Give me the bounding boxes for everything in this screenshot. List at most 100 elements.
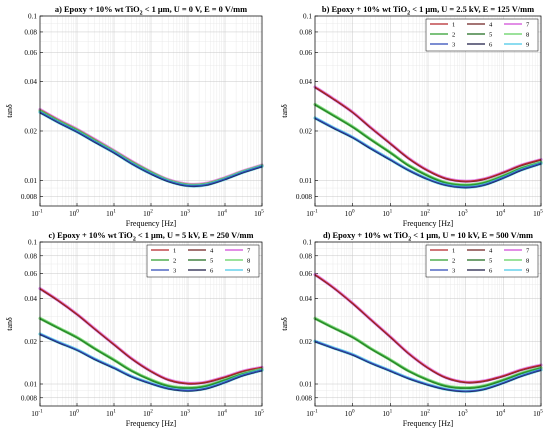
- x-tick-exponent: 3: [187, 209, 190, 215]
- x-tick-label: 105: [533, 409, 543, 419]
- legend-label-4: 4: [489, 248, 493, 255]
- x-tick-exponent: 4: [224, 209, 227, 215]
- series-line-dark: [314, 318, 542, 389]
- x-tick-base: 10: [306, 410, 314, 418]
- x-tick-base: 10: [345, 210, 353, 218]
- x-tick-exponent: 5: [540, 409, 543, 415]
- y-tick-label: 0.06: [299, 270, 312, 278]
- x-tick-base: 10: [69, 210, 77, 218]
- y-tick-label: 0.02: [24, 338, 37, 346]
- series-band-3: [38, 332, 264, 393]
- x-tick-base: 10: [180, 410, 188, 418]
- chart-panel-c: 10-1 100 101 102 103 104 1050.0080.010.020.040…: [5, 231, 264, 428]
- series-line: [314, 273, 542, 384]
- series-line: [39, 111, 263, 187]
- x-tick-label: 102: [420, 209, 430, 219]
- x-axis-label: Frequency [Hz]: [403, 419, 454, 428]
- chart-title-suffix: < 1 μm, U = 5 kV, E = 250 V/mm: [136, 231, 254, 240]
- legend-label-3: 3: [452, 268, 456, 275]
- legend-label-8: 8: [526, 32, 530, 39]
- chart-title-suffix: < 1 μm, U = 2.5 kV, E = 125 V/mm: [410, 5, 534, 14]
- x-tick-base: 10: [217, 410, 225, 418]
- y-tick-label: 0.01: [24, 381, 37, 389]
- x-tick-label: 100: [345, 209, 355, 219]
- chart-title-subscript: 2: [408, 237, 411, 243]
- x-tick-base: 10: [495, 410, 503, 418]
- y-tick-label: 0.008: [296, 193, 313, 201]
- x-tick-exponent: -1: [38, 409, 43, 415]
- x-tick-base: 10: [533, 410, 541, 418]
- series-band-1: [313, 272, 543, 384]
- x-tick-base: 10: [143, 410, 151, 418]
- legend-label-7: 7: [247, 248, 251, 255]
- x-tick-label: 104: [495, 209, 505, 219]
- series-band-3: [313, 339, 543, 393]
- x-tick-label: 100: [345, 409, 355, 419]
- series-line-dark: [314, 341, 542, 393]
- chart-title: b) Epoxy + 10% wt TiO2 < 1 μm, U = 2.5 k…: [322, 5, 534, 17]
- x-tick-exponent: 4: [503, 409, 506, 415]
- x-tick-label: 10-1: [306, 209, 318, 219]
- legend-label-5: 5: [489, 32, 493, 39]
- legend-label-3: 3: [452, 42, 456, 49]
- legend: 1 2 3 4 5 6 7 8 9: [425, 244, 539, 278]
- x-tick-label: 101: [106, 209, 116, 219]
- y-tick-label: 0.08: [24, 28, 37, 36]
- x-tick-exponent: 4: [224, 409, 227, 415]
- series-line: [314, 340, 542, 392]
- x-tick-base: 10: [106, 210, 114, 218]
- legend-label-8: 8: [247, 258, 251, 265]
- x-tick-base: 10: [31, 410, 39, 418]
- x-tick-exponent: 4: [503, 209, 506, 215]
- x-tick-label: 104: [217, 209, 227, 219]
- x-tick-exponent: -1: [313, 209, 318, 215]
- chart-title: d) Epoxy + 10% wt TiO2 < 1 μm, U = 10 kV…: [323, 231, 533, 243]
- series-line-dark: [39, 334, 263, 392]
- legend-label-2: 2: [173, 258, 176, 265]
- x-axis-label: Frequency [Hz]: [126, 219, 177, 228]
- x-tick-label: 102: [143, 409, 153, 419]
- x-tick-exponent: -1: [38, 209, 43, 215]
- y-axis-label: tanδ: [5, 104, 14, 118]
- legend-label-1: 1: [173, 248, 176, 255]
- x-tick-base: 10: [180, 210, 188, 218]
- x-tick-exponent: 0: [76, 409, 79, 415]
- y-tick-label: 0.04: [299, 78, 312, 86]
- x-tick-label: 103: [458, 409, 468, 419]
- x-tick-base: 10: [31, 210, 39, 218]
- x-tick-exponent: 3: [465, 209, 468, 215]
- legend-label-2: 2: [452, 32, 455, 39]
- legend-label-9: 9: [247, 268, 251, 275]
- x-tick-exponent: -1: [313, 409, 318, 415]
- x-tick-base: 10: [382, 410, 390, 418]
- x-tick-base: 10: [420, 410, 428, 418]
- legend: 1 2 3 4 5 6 7 8 9: [425, 18, 539, 52]
- y-tick-label: 0.1: [303, 13, 312, 21]
- legend-label-1: 1: [452, 22, 455, 29]
- legend-label-9: 9: [526, 42, 530, 49]
- chart-title-prefix: a) Epoxy + 10% wt TiO: [55, 5, 140, 14]
- x-tick-base: 10: [420, 210, 428, 218]
- series-line-dark: [39, 112, 263, 188]
- legend: 1 2 3 4 5 6 7 8 9: [146, 244, 260, 278]
- x-tick-base: 10: [382, 210, 390, 218]
- x-tick-label: 100: [69, 409, 79, 419]
- x-tick-exponent: 2: [150, 409, 153, 415]
- series-line-dark: [314, 87, 542, 183]
- y-tick-label: 0.008: [21, 394, 38, 402]
- y-tick-label: 0.1: [28, 239, 37, 247]
- x-tick-exponent: 2: [427, 209, 430, 215]
- legend-label-6: 6: [210, 268, 214, 275]
- chart-title-subscript: 2: [133, 237, 136, 243]
- series-band-1: [38, 286, 264, 386]
- legend-label-6: 6: [489, 42, 493, 49]
- legend-label-3: 3: [173, 268, 177, 275]
- x-axis-label: Frequency [Hz]: [126, 419, 177, 428]
- chart-panel-b: 10-1 100 101 102 103 104 1050.0080.010.020.040…: [280, 5, 543, 228]
- series-line: [39, 287, 263, 385]
- x-tick-label: 10-1: [31, 209, 43, 219]
- series-band-1: [313, 85, 543, 183]
- x-tick-exponent: 0: [352, 409, 355, 415]
- legend-label-8: 8: [526, 258, 530, 265]
- axes-frame: [39, 15, 263, 207]
